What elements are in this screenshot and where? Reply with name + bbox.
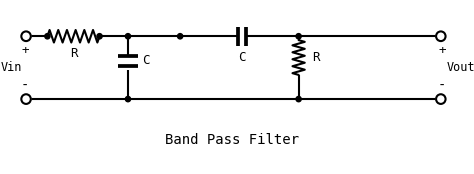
Circle shape: [125, 96, 131, 102]
Text: C: C: [238, 51, 246, 64]
Circle shape: [296, 96, 301, 102]
Text: -: -: [21, 79, 29, 93]
Text: R: R: [312, 51, 319, 64]
Circle shape: [21, 94, 31, 104]
Circle shape: [436, 31, 446, 41]
Circle shape: [296, 34, 301, 39]
Text: Vin: Vin: [0, 61, 22, 74]
Circle shape: [125, 34, 131, 39]
Text: R: R: [70, 47, 77, 60]
Circle shape: [177, 34, 182, 39]
Text: C: C: [142, 54, 150, 67]
Circle shape: [436, 94, 446, 104]
Text: Band Pass Filter: Band Pass Filter: [165, 133, 299, 147]
Circle shape: [21, 31, 31, 41]
Circle shape: [45, 34, 50, 39]
Text: +: +: [21, 45, 29, 57]
Text: Vout: Vout: [447, 61, 474, 74]
Text: +: +: [438, 45, 446, 57]
Circle shape: [97, 34, 102, 39]
Text: -: -: [438, 79, 446, 93]
